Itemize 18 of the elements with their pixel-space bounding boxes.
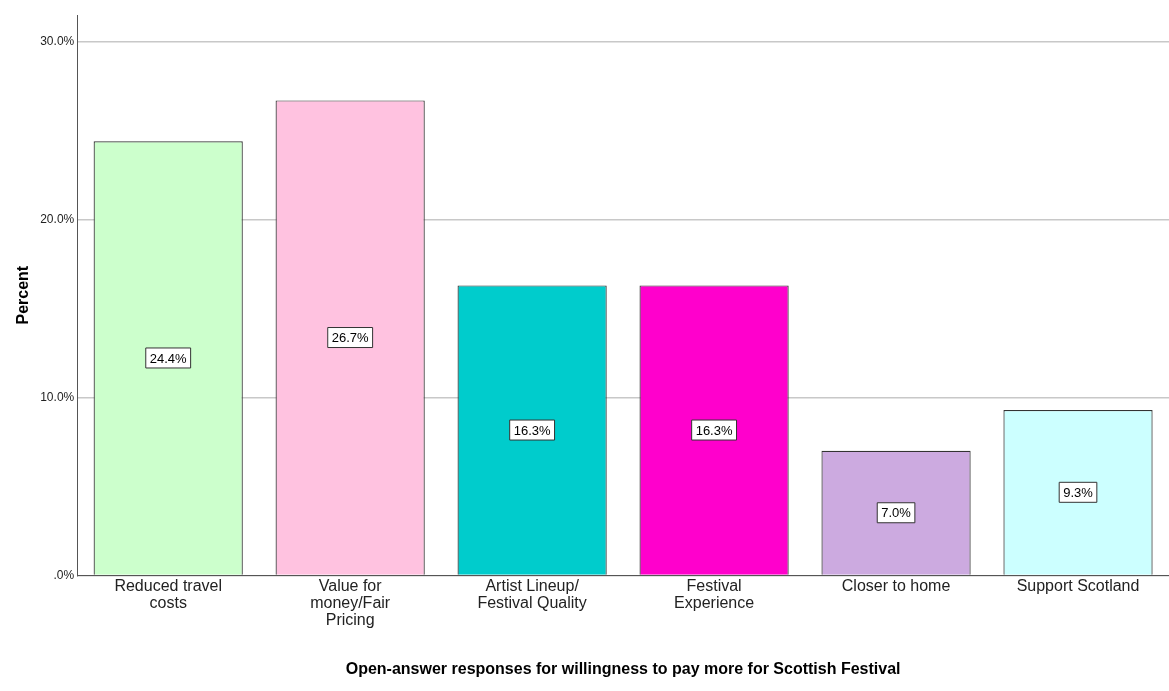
y-tick-label: 30.0% — [40, 34, 75, 48]
data-label: 16.3% — [513, 422, 551, 438]
y-tick-label: .0% — [53, 567, 75, 582]
x-tick-label: Value for money/Fair Pricing — [310, 577, 391, 628]
x-tick-label: Support Scotland — [1016, 577, 1140, 595]
data-label: 26.7% — [331, 330, 370, 346]
y-axis-title: Percent — [14, 265, 32, 325]
x-tick-label: Reduced travel costs — [114, 577, 223, 612]
data-label: 7.0% — [881, 505, 912, 521]
y-tick-label: 10.0% — [40, 389, 75, 404]
x-axis-title: Open-answer responses for willingness to pay more for Scottish Festival — [345, 659, 901, 677]
y-tick-label: 20.0% — [40, 211, 75, 226]
data-label: 24.4% — [149, 350, 188, 366]
data-label: 9.3% — [1063, 484, 1094, 500]
x-tick-label: Artist Lineup/ Festival Quality — [477, 577, 587, 612]
x-tick-label: Closer to home — [841, 577, 951, 595]
x-tick-label: Festival Experience — [674, 577, 755, 612]
data-label: 16.3% — [695, 422, 733, 438]
